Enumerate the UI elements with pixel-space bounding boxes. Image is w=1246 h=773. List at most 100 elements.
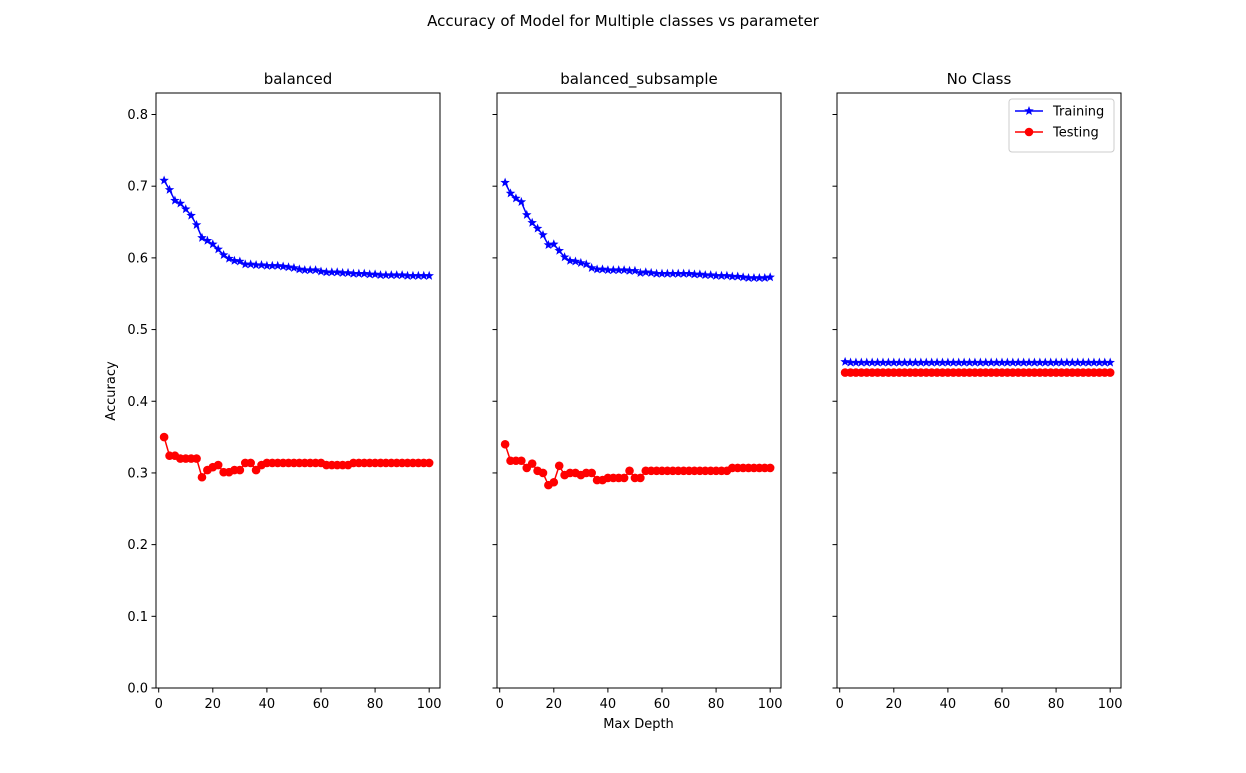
data-point [765,463,775,473]
y-tick-label: 0.7 [127,180,148,195]
data-point [910,357,921,367]
data-point [527,459,537,468]
data-point [1056,357,1067,367]
data-point [359,268,370,278]
data-point [732,271,743,281]
data-point [310,265,321,275]
data-point [1094,357,1105,367]
legend-marker [1024,106,1034,116]
data-point [224,253,234,263]
data-point [364,269,375,279]
data-point [289,262,299,272]
data-point [1105,357,1115,367]
data-point [300,265,310,275]
data-point [749,272,759,282]
x-tick-label: 20 [205,697,222,712]
data-point [1083,357,1094,367]
x-tick-label: 80 [1048,697,1065,712]
data-point [581,259,592,269]
y-tick-label: 0.3 [127,466,148,481]
data-point [181,204,191,214]
data-point [565,255,575,265]
panel-title: No Class [947,70,1012,88]
data-point [375,270,386,280]
series-line [504,182,771,279]
axes-frame [836,92,1122,689]
x-tick-label: 0 [496,697,504,712]
data-point [695,269,705,279]
data-point [240,259,251,269]
data-point [711,270,721,280]
data-point [197,232,207,242]
data-point [235,256,245,266]
figure-xlabel: Max Depth [603,717,674,732]
data-point [840,356,850,366]
data-point [964,357,975,367]
data-point [208,239,218,249]
series-testing [840,368,1115,377]
x-tick-label: 80 [367,697,384,712]
data-point [549,239,559,249]
data-point [516,196,527,207]
x-tick-label: 40 [940,697,957,712]
data-point [213,460,223,470]
data-point [635,267,646,277]
data-point [327,267,337,277]
data-point [1035,357,1045,367]
data-point [245,259,256,269]
data-point [283,262,294,272]
data-point [559,252,570,262]
data-point [272,260,283,270]
data-point [576,257,586,267]
figure-suptitle: Accuracy of Model for Multiple classes v… [427,12,820,30]
data-point [1067,357,1078,367]
data-point [975,357,986,367]
data-point [630,265,640,275]
data-point [684,268,694,278]
data-point [267,260,278,270]
x-tick-label: 100 [758,697,783,712]
data-point [321,267,332,277]
data-point [872,357,883,367]
data-point [505,188,516,198]
y-tick-label: 0.0 [127,682,148,697]
data-point [1062,357,1072,367]
data-point [959,357,969,367]
data-point [500,177,510,187]
data-point [354,268,364,278]
data-point [511,193,521,203]
data-point [343,267,353,277]
series-line [163,180,430,277]
series-testing [159,432,434,482]
data-point [186,210,196,220]
data-point [921,357,932,367]
data-point [1002,357,1013,367]
y-tick-label: 0.2 [127,538,148,553]
data-point [851,357,861,367]
chart-panel-3: No Class 0 20 40 60 80 100 Training Testing [832,70,1123,712]
data-point [332,267,342,277]
axes-frame [155,92,441,689]
x-tick-label: 20 [886,697,903,712]
chart-panel-1: balanced 0 20 40 60 80 100 0.0 0.1 0.2 0.3 0.4 0.5 0.… [127,70,441,712]
data-point [348,268,359,278]
data-point [586,262,597,272]
data-point [597,264,608,274]
data-point [164,184,175,194]
data-point [689,269,700,279]
data-point [170,195,180,205]
data-point [760,272,770,282]
data-point [246,458,255,468]
data-point [402,270,413,280]
legend: Training Testing [1008,98,1115,153]
data-point [981,357,991,367]
data-point [1024,357,1034,367]
data-point [500,439,510,449]
data-point [1040,357,1051,367]
data-point [905,357,915,367]
data-point [386,270,397,280]
data-point [543,239,554,250]
data-point [603,265,613,275]
legend-box [1008,98,1115,153]
data-point [641,267,651,277]
